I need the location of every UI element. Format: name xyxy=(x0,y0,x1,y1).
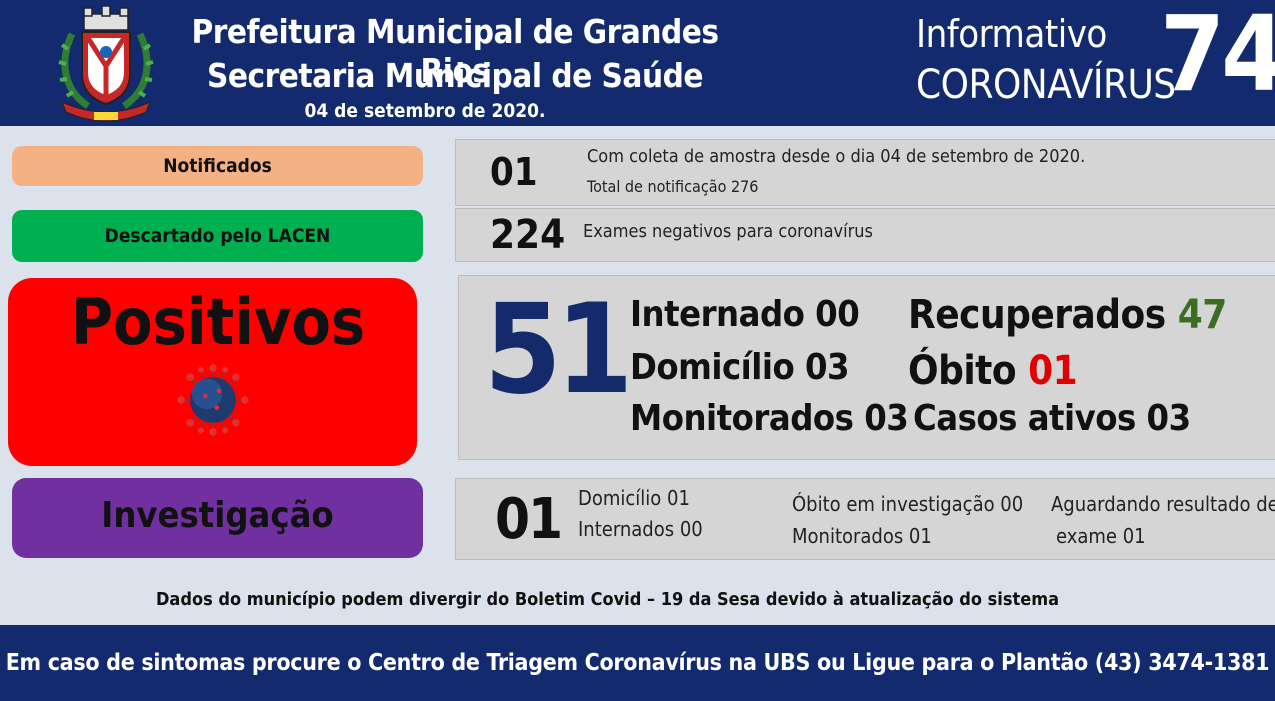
notificados-line1: Com coleta de amostra desde o dia 04 de … xyxy=(587,146,1086,167)
positivos-value: 51 xyxy=(484,278,633,422)
investigacao-label: Investigação xyxy=(101,495,334,536)
descartado-value: 224 xyxy=(490,212,566,258)
positivos-panel xyxy=(458,275,1275,460)
domicilio-count: Domicílio 03 xyxy=(630,347,850,388)
notificados-value: 01 xyxy=(490,150,538,194)
investigacao-monitorados: Monitorados 01 xyxy=(792,524,932,548)
notificados-total: Total de notificação 276 xyxy=(587,177,759,196)
recuperados-row: Recuperados 47 xyxy=(908,292,1227,338)
investigacao-domicilio: Domicílio 01 xyxy=(578,486,690,510)
obito-row: Óbito 01 xyxy=(908,348,1078,394)
investigacao-label-box xyxy=(12,478,423,558)
recuperados-label: Recuperados xyxy=(908,292,1166,338)
aguardando-line2: exame 01 xyxy=(1056,524,1146,548)
notificados-panel xyxy=(455,139,1275,206)
investigacao-panel xyxy=(455,478,1275,560)
descartado-text: Exames negativos para coronavírus xyxy=(583,221,873,242)
header-bar xyxy=(0,0,1275,126)
descartado-label-box: Descartado pelo LACEN xyxy=(12,210,423,262)
monitorados-count: Monitorados 03 xyxy=(630,398,909,439)
descartado-panel xyxy=(455,208,1275,262)
casos-ativos-count: Casos ativos 03 xyxy=(913,398,1191,439)
municipal-crest-icon xyxy=(58,5,154,122)
obito-investigacao: Óbito em investigação 00 xyxy=(792,492,1024,516)
obito-value: 01 xyxy=(1028,348,1078,394)
coronavirus-icon xyxy=(177,364,249,436)
disclaimer-text: Dados do município podem divergir do Bol… xyxy=(155,589,1060,610)
bulletin-date: 04 de setembro de 2020. xyxy=(304,100,546,122)
investigacao-value: 01 xyxy=(495,487,563,552)
footer-bar xyxy=(0,625,1275,701)
bulletin-number: 74 xyxy=(1160,0,1275,115)
positivos-label: Positivos xyxy=(70,286,366,360)
internado-count: Internado 00 xyxy=(630,294,860,335)
notificados-label-box: Notificados xyxy=(12,146,423,186)
coronavirus-label: CORONAVÍRUS xyxy=(916,62,1176,108)
investigacao-internados: Internados 00 xyxy=(578,517,703,541)
header-subtitle: Secretaria Municipal de Saúde xyxy=(206,56,704,95)
descartado-label: Descartado pelo LACEN xyxy=(104,225,331,247)
notificados-label: Notificados xyxy=(163,155,272,177)
obito-label: Óbito xyxy=(908,348,1017,394)
header-title: Prefeitura Municipal de Grandes Rios xyxy=(191,12,719,90)
informativo-label: Informativo xyxy=(916,12,1107,56)
recuperados-value: 47 xyxy=(1177,292,1228,338)
footer-contact-text: Em caso de sintomas procure o Centro de … xyxy=(5,650,1270,676)
aguardando-line1: Aguardando resultado de xyxy=(1051,492,1275,516)
